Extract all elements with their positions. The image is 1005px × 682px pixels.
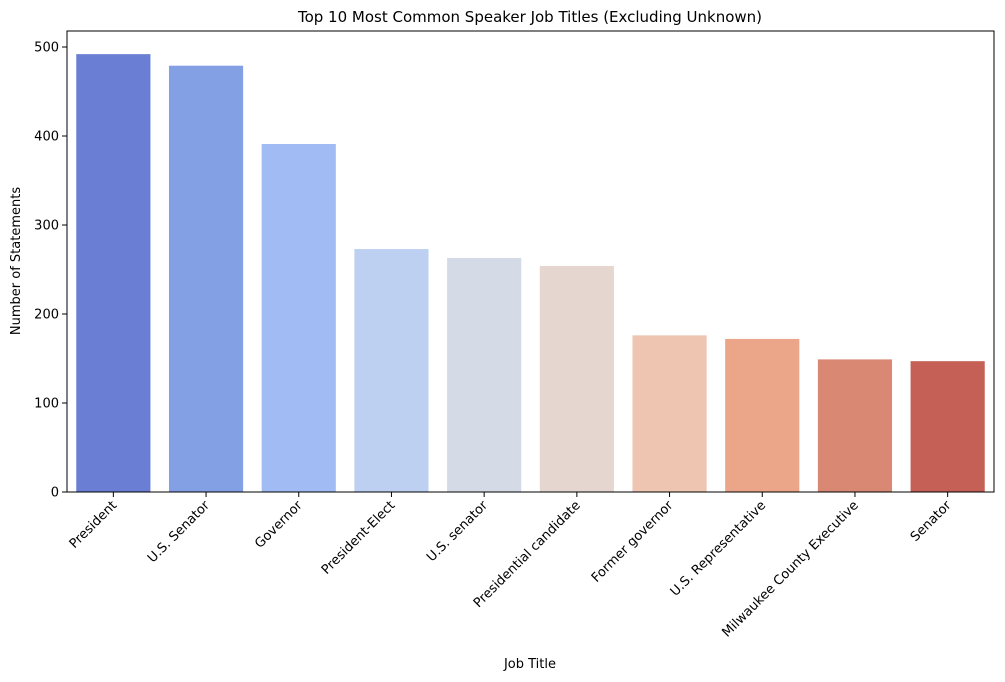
bar [447, 257, 522, 492]
y-tick-label: 500 [34, 41, 59, 56]
x-tick-label: U.S. senator [424, 498, 491, 565]
x-tick-label: Governor [252, 498, 306, 552]
x-axis: President U.S. Senator Governor President-E… [67, 492, 955, 640]
bar [910, 361, 985, 492]
bar [539, 265, 614, 492]
bar [261, 144, 336, 493]
plot-frame [66, 30, 995, 493]
x-tick-label: U.S. Representative [668, 498, 769, 599]
y-tick-label: 300 [34, 219, 59, 234]
bars-group [76, 54, 985, 493]
y-axis: 0 100 200 300 400 500 [34, 41, 67, 501]
bar [354, 249, 429, 492]
y-tick-label: 0 [51, 486, 59, 501]
y-axis-label: Number of Statements [9, 187, 24, 335]
y-tick-label: 200 [34, 308, 59, 323]
bar [168, 65, 244, 492]
bar [817, 359, 893, 492]
x-axis-label: Job Title [503, 657, 556, 672]
x-tick-label: Presidential candidate [471, 498, 584, 611]
x-tick-label: President [67, 498, 120, 551]
chart-title: Top 10 Most Common Speaker Job Titles (E… [297, 8, 762, 26]
x-tick-label: Senator [908, 498, 955, 545]
bar [725, 338, 800, 492]
x-tick-label: Former governor [589, 498, 677, 586]
x-tick-label: President-Elect [319, 498, 398, 577]
bar [632, 335, 707, 492]
bar [76, 54, 151, 492]
y-tick-label: 400 [34, 130, 59, 145]
y-tick-label: 100 [34, 397, 59, 412]
x-tick-label: U.S. Senator [145, 498, 213, 566]
